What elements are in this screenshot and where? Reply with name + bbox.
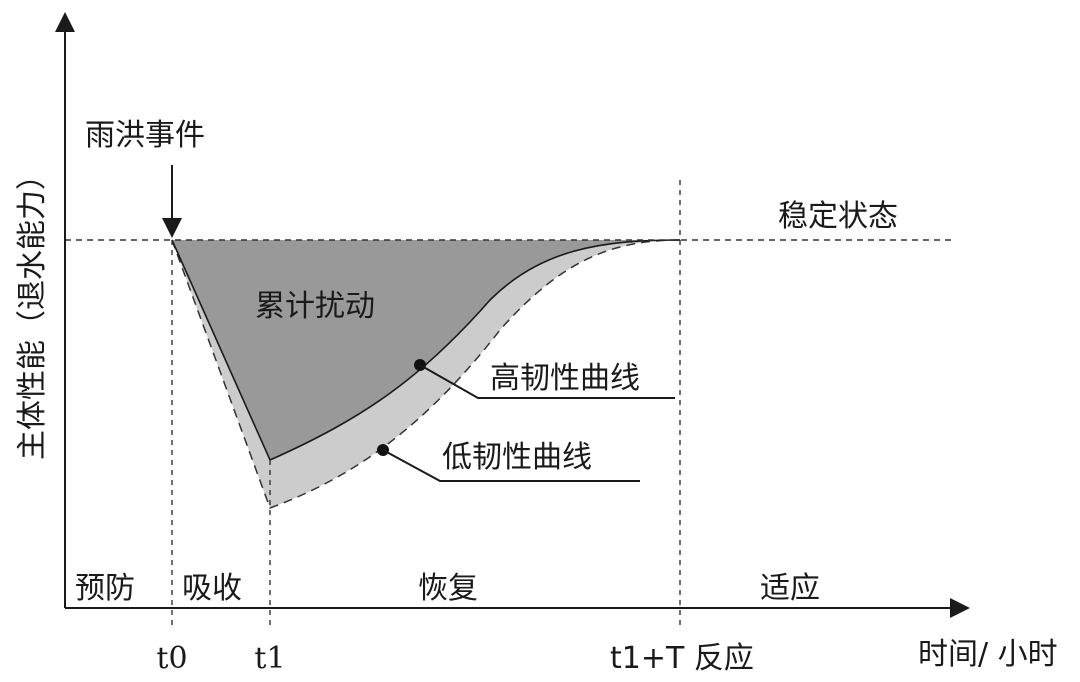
tick-t0: t0 [156, 641, 187, 676]
low-resilience-label: 低韧性曲线 [442, 440, 592, 475]
phase-adaptation: 适应 [760, 571, 820, 606]
phase-prevention: 预防 [75, 571, 135, 606]
tick-t1: t1 [254, 641, 285, 676]
event-label: 雨洪事件 [85, 118, 205, 153]
low-curve-callout [382, 449, 640, 482]
low-resilience-curve [171, 239, 681, 509]
tick-t1T: t1+T 反应 [610, 641, 754, 676]
high-curve-callout [419, 364, 675, 399]
x-axis-label: 时间/ 小时 [918, 637, 1058, 672]
high-resilience-curve [171, 239, 681, 462]
steady-state-label: 稳定状态 [778, 199, 898, 234]
phase-recovery: 恢复 [418, 571, 478, 606]
y-axis-label: 主体性能（退水能力） [15, 160, 50, 460]
phase-absorption: 吸收 [182, 571, 242, 606]
high-resilience-label: 高韧性曲线 [490, 361, 640, 396]
cumulative-disturbance-label: 累计扰动 [255, 289, 375, 324]
cumulative-disturbance-area [172, 240, 680, 460]
